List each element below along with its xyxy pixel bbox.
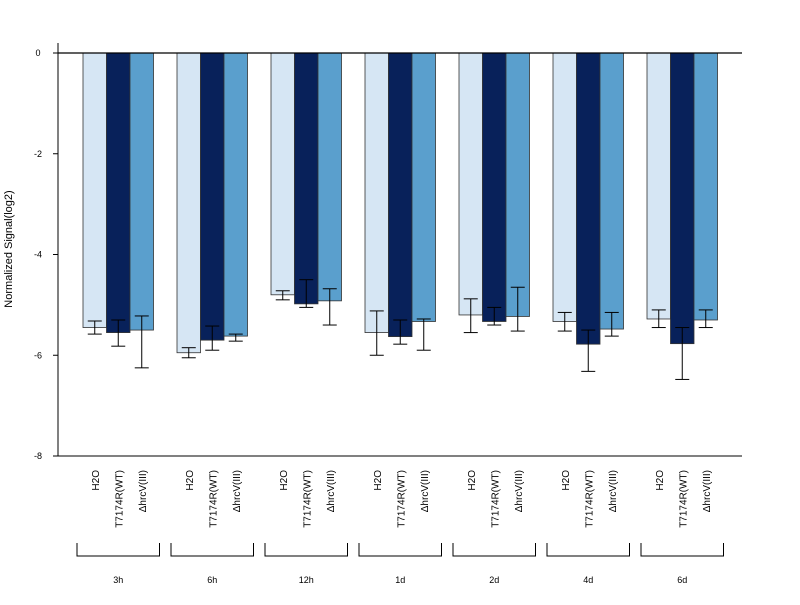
x-tick-label: T7174R(WT) [302,470,313,528]
x-tick-label: H2O [561,470,572,491]
y-tick-label: -2 [34,149,42,159]
y-axis: 0 -2 -4 -6 -8 [34,43,59,461]
bar-6d-2 [693,52,718,321]
bar-2d-0 [458,52,483,316]
bar-3h-2 [129,52,154,331]
bar-2d-2 [505,52,530,317]
bar-6h-1 [200,52,225,341]
x-tick-label: T7174R(WT) [208,470,219,528]
x-tick-label: T7174R(WT) [396,470,407,528]
x-tick-label: T7174R(WT) [678,470,689,528]
group-label-1d: 1d [395,575,405,585]
group-label-12h: 12h [299,575,314,585]
x-tick-label: H2O [655,470,666,491]
bars [82,52,718,354]
bar-1d-0 [364,52,389,333]
bar-12h-2 [317,52,342,302]
bar-3h-1 [106,52,131,333]
x-tick-label: ΔhrcV(III) [138,470,149,512]
x-tick-label: ΔhrcV(III) [608,470,619,512]
bar-12h-1 [294,52,319,305]
x-tick-label: H2O [91,470,102,491]
y-tick-label: -6 [34,350,42,360]
y-tick-label: -4 [34,250,42,260]
group-label-6d: 6d [677,575,687,585]
bar-1d-1 [388,52,413,338]
x-tick-label: H2O [279,470,290,491]
x-tick-label: H2O [185,470,196,491]
y-axis-title: Normalized Signal(log2) [3,190,15,307]
x-tick-label: T7174R(WT) [114,470,125,528]
x-tick-label: ΔhrcV(III) [702,470,713,512]
bar-6d-1 [670,52,695,345]
x-tick-label: H2O [373,470,384,491]
bar-6h-2 [223,52,248,337]
group-brackets: 3h 6h 12h 1d 2d 4d 6d [76,543,724,585]
bar-6h-0 [176,52,201,354]
x-tick-label: ΔhrcV(III) [326,470,337,512]
group-label-2d: 2d [489,575,499,585]
x-tick-label: ΔhrcV(III) [514,470,525,512]
y-tick-label: 0 [35,48,40,58]
group-label-3h: 3h [113,575,123,585]
group-bracket [76,543,160,557]
group-bracket [452,543,536,557]
y-tick-label: -8 [34,451,42,461]
group-label-6h: 6h [207,575,217,585]
group-bracket [546,543,630,557]
bar-4d-1 [576,52,601,345]
x-tick-label: H2O [467,470,478,491]
group-bracket [640,543,724,557]
bar-1d-2 [411,52,436,322]
bar-6d-0 [646,52,671,320]
x-tick-label: T7174R(WT) [584,470,595,528]
x-tick-label: ΔhrcV(III) [420,470,431,512]
axes-lines [58,52,742,457]
bar-4d-0 [552,52,577,322]
bar-3h-0 [82,52,107,328]
bar-4d-2 [599,52,624,330]
group-bracket [264,543,348,557]
group-label-4d: 4d [583,575,593,585]
group-bracket [170,543,254,557]
bar-2d-1 [482,52,507,322]
bar-12h-0 [270,52,295,296]
x-axis-labels: H2O T7174R(WT) ΔhrcV(III) H2O T7174R(WT) Δhrc… [91,470,713,528]
x-tick-label: ΔhrcV(III) [232,470,243,512]
group-bracket [358,543,442,557]
x-tick-label: T7174R(WT) [490,470,501,528]
error-bars [87,279,713,380]
